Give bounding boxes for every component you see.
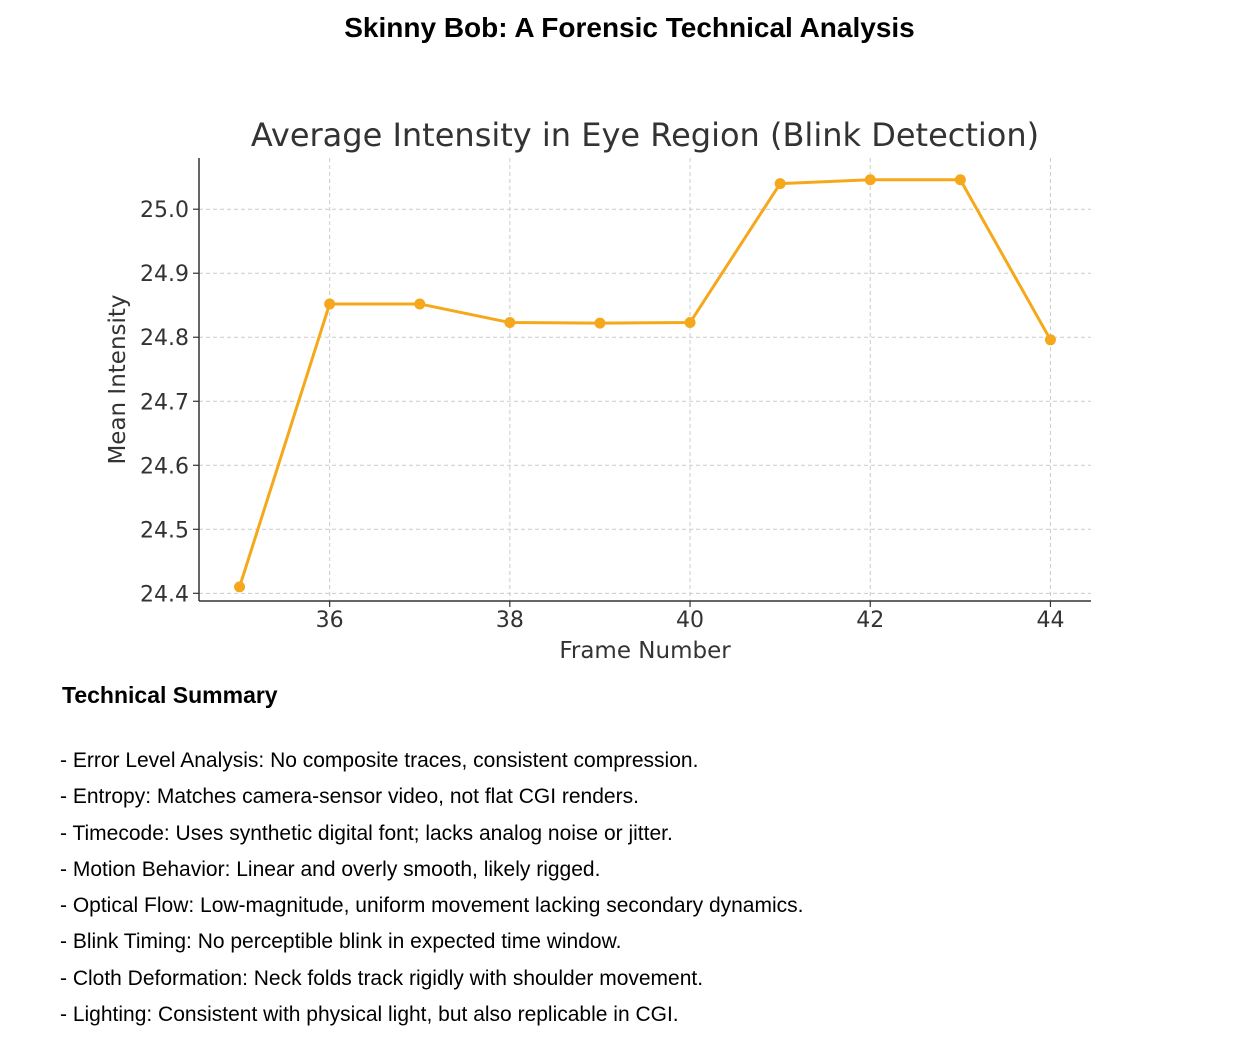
y-tick-label: 24.7	[140, 390, 189, 415]
data-point	[594, 317, 606, 329]
data-point	[324, 298, 336, 310]
summary-item: - Cloth Deformation: Neck folds track ri…	[60, 966, 704, 990]
y-tick-label: 25.0	[140, 198, 189, 223]
summary-item: - Blink Timing: No perceptible blink in …	[60, 930, 622, 954]
chart-title: Average Intensity in Eye Region (Blink D…	[251, 116, 1039, 154]
data-point	[414, 298, 426, 310]
axes	[193, 158, 1091, 607]
chart-labels: 36 38 40 42 44 24.4 24.5 24.6 24.7 24.8 24.9 25.0 Av…	[105, 116, 1064, 664]
y-axis-label: Mean Intensity	[105, 294, 131, 464]
summary-item: - Error Level Analysis: No composite tra…	[60, 749, 699, 772]
summary-item: - Optical Flow: Low-magnitude, uniform m…	[60, 894, 804, 918]
data-point	[234, 581, 246, 593]
summary-item: - Timecode: Uses synthetic digital font;…	[60, 821, 673, 845]
summary-item: - Entropy: Matches camera-sensor video, …	[60, 785, 639, 809]
x-tick-label: 38	[496, 608, 524, 633]
y-tick-label: 24.8	[140, 326, 189, 351]
grid-lines	[199, 158, 1091, 601]
summary-item: - Lighting: Consistent with physical lig…	[60, 1003, 679, 1027]
data-point	[684, 317, 696, 329]
data-point	[954, 174, 966, 186]
summary-item: - Motion Behavior: Linear and overly smo…	[60, 857, 601, 881]
summary-heading: Technical Summary	[62, 682, 278, 708]
line-chart: 36 38 40 42 44 24.4 24.5 24.6 24.7 24.8 24.9 25.0 Av…	[105, 116, 1091, 664]
y-tick-label: 24.6	[140, 454, 189, 479]
data-point	[864, 174, 876, 186]
data-point	[1044, 334, 1056, 346]
data-point	[774, 178, 786, 190]
document-title: Skinny Bob: A Forensic Technical Analysi…	[344, 12, 915, 43]
x-tick-label: 36	[316, 608, 344, 633]
x-tick-label: 42	[856, 608, 884, 633]
x-tick-label: 40	[676, 608, 704, 633]
summary-list: - Error Level Analysis: No composite tra…	[60, 744, 803, 1034]
series-layer	[234, 174, 1056, 593]
y-tick-label: 24.5	[140, 518, 189, 543]
x-tick-label: 44	[1036, 608, 1064, 633]
y-tick-label: 24.9	[140, 262, 189, 287]
x-axis-label: Frame Number	[559, 638, 731, 664]
series-line	[238, 178, 1052, 588]
data-point	[504, 317, 516, 329]
y-tick-label: 24.4	[140, 582, 189, 607]
